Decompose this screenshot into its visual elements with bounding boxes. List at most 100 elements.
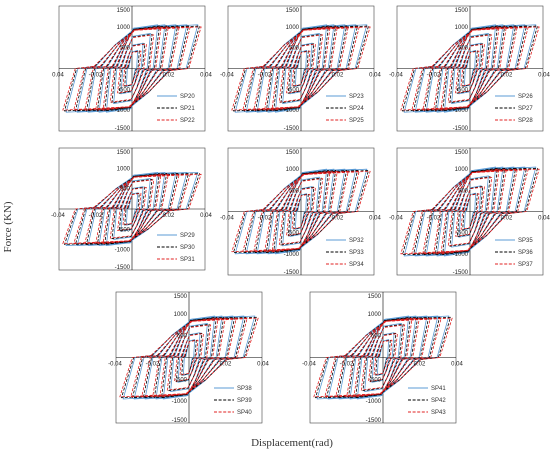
- x-tick-label: 0.04: [200, 213, 212, 219]
- series-SP25: [231, 26, 371, 111]
- x-tick-label: -0.02: [427, 73, 441, 79]
- y-tick-label: -1500: [115, 126, 131, 132]
- hysteresis-loop: [434, 167, 506, 256]
- legend-label: SP22: [180, 118, 195, 124]
- y-tick-label: -1500: [453, 126, 469, 132]
- x-tick-label: -0.02: [258, 73, 272, 79]
- legend-label: SP23: [349, 94, 364, 100]
- y-tick-label: 1500: [455, 150, 469, 156]
- x-tick-label: 0.04: [538, 216, 550, 222]
- hysteresis-loop: [130, 317, 248, 398]
- hysteresis-loop: [102, 173, 162, 245]
- x-tick-label: -0.02: [427, 216, 441, 222]
- hysteresis-loop: [278, 34, 324, 103]
- y-tick-label: 500: [371, 334, 382, 340]
- legend-label: SP43: [431, 410, 446, 416]
- y-tick-label: 1500: [174, 294, 188, 300]
- series-SP43: [313, 317, 453, 398]
- y-tick-label: 1000: [455, 25, 469, 31]
- hysteresis-loop: [440, 168, 500, 255]
- legend-label: SP27: [518, 106, 533, 112]
- hysteresis-loop: [449, 33, 491, 104]
- legend-label: SP40: [237, 410, 252, 416]
- hysteresis-loop: [286, 43, 316, 94]
- x-tick-label: 0.02: [501, 216, 513, 222]
- hysteresis-loop: [109, 34, 155, 103]
- hysteresis-loop: [440, 26, 500, 111]
- x-tick-label: 0.02: [414, 362, 426, 368]
- hysteresis-loop: [168, 323, 210, 392]
- legend-label: SP30: [180, 245, 195, 251]
- y-tick-label: 500: [289, 188, 300, 194]
- hysteresis-loop: [291, 50, 311, 87]
- legend-label: SP34: [349, 262, 364, 268]
- hysteresis-loop: [65, 172, 199, 246]
- hysteresis-loop: [368, 333, 398, 382]
- hysteresis-loop: [62, 26, 202, 111]
- y-axis-label: Force (KN): [2, 201, 14, 252]
- x-tick-label: -0.02: [89, 213, 103, 219]
- legend-label: SP31: [180, 257, 195, 263]
- chart-panel: 1500 1000 500 -500 -1000 -1500 -0.04 -0.02 0.02 0…: [220, 147, 381, 276]
- y-tick-label: 500: [289, 46, 300, 52]
- hysteresis-loop: [264, 26, 338, 111]
- y-tick-label: -1500: [453, 270, 469, 276]
- y-tick-label: 500: [458, 46, 469, 52]
- hysteresis-loop: [315, 316, 451, 399]
- x-tick-label: 0.04: [451, 362, 463, 368]
- legend-label: SP38: [237, 386, 252, 392]
- x-tick-label: 0.04: [538, 73, 550, 79]
- hysteresis-loop: [96, 173, 168, 245]
- series-SP37: [400, 168, 540, 255]
- hysteresis-loop: [120, 186, 144, 232]
- x-tick-label: 0.04: [52, 73, 64, 79]
- hysteresis-loop: [313, 317, 453, 398]
- hysteresis-loop: [64, 173, 200, 245]
- hysteresis-loop: [234, 24, 368, 113]
- hysteresis-loop: [122, 192, 142, 226]
- chart-panel: 1500 1000 500 -500 -1000 -1500 -0.04 -0.02 0.02 0…: [389, 147, 550, 276]
- hysteresis-loop: [265, 170, 337, 253]
- y-tick-label: -1000: [115, 248, 131, 254]
- chart-panel: 1500 1000 500 -500 -1000 -1500 -0.04 -0.02 0.02 0…: [302, 291, 463, 424]
- hysteresis-loop: [286, 187, 316, 236]
- hysteresis-loop: [264, 170, 338, 253]
- panels: 1500 1000 500 -500 -1000 -1500 0.04 -0.02 0.02 0.…: [51, 5, 550, 424]
- hysteresis-loop: [231, 26, 371, 111]
- x-tick-label: -0.04: [389, 216, 403, 222]
- y-tick-label: -500: [456, 231, 469, 237]
- hysteresis-loop: [433, 168, 507, 255]
- hysteresis-loop: [118, 186, 146, 232]
- y-tick-label: -500: [369, 377, 382, 383]
- y-tick-label: -500: [118, 227, 131, 233]
- y-tick-label: 1500: [455, 8, 469, 14]
- hysteresis-loop: [455, 186, 485, 237]
- hysteresis-loop: [434, 25, 506, 112]
- series-SP40: [119, 317, 259, 398]
- legend-label: SP39: [237, 398, 252, 404]
- hysteresis-loop: [291, 193, 311, 230]
- chart-panel: 1500 1000 500 -500 -1000 -1500 0.04 -0.02 0.02 0.…: [52, 5, 212, 132]
- chart-panel: 1500 1000 500 -500 -1000 -1500 -0.04 -0.02 0.02 0…: [389, 5, 550, 132]
- y-tick-label: 1500: [286, 8, 300, 14]
- y-tick-label: 500: [120, 46, 131, 52]
- hysteresis-loop: [364, 323, 402, 392]
- hysteresis-loop: [125, 192, 139, 226]
- y-tick-label: -1500: [115, 265, 131, 271]
- chart-panel: 1500 1000 500 -500 -1000 -1500 -0.04 -0.02 0.02 0…: [220, 5, 381, 132]
- series-SP31: [62, 173, 202, 245]
- hysteresis-loop: [375, 339, 391, 376]
- x-tick-label: 0.02: [332, 73, 344, 79]
- y-tick-label: 1500: [117, 150, 131, 156]
- y-tick-label: 1000: [117, 166, 131, 172]
- legend-label: SP35: [518, 238, 533, 244]
- hysteresis-loop: [102, 26, 162, 111]
- legend-label: SP26: [518, 94, 533, 100]
- chart-panel: 1500 1000 500 -500 -1000 -1500 -0.04 -0.02 0.02 0…: [51, 147, 212, 271]
- hysteresis-loop: [122, 315, 256, 400]
- y-tick-label: -500: [118, 87, 131, 93]
- y-tick-label: -1000: [284, 108, 300, 114]
- y-tick-label: -1000: [172, 399, 188, 405]
- series-SP34: [231, 170, 371, 253]
